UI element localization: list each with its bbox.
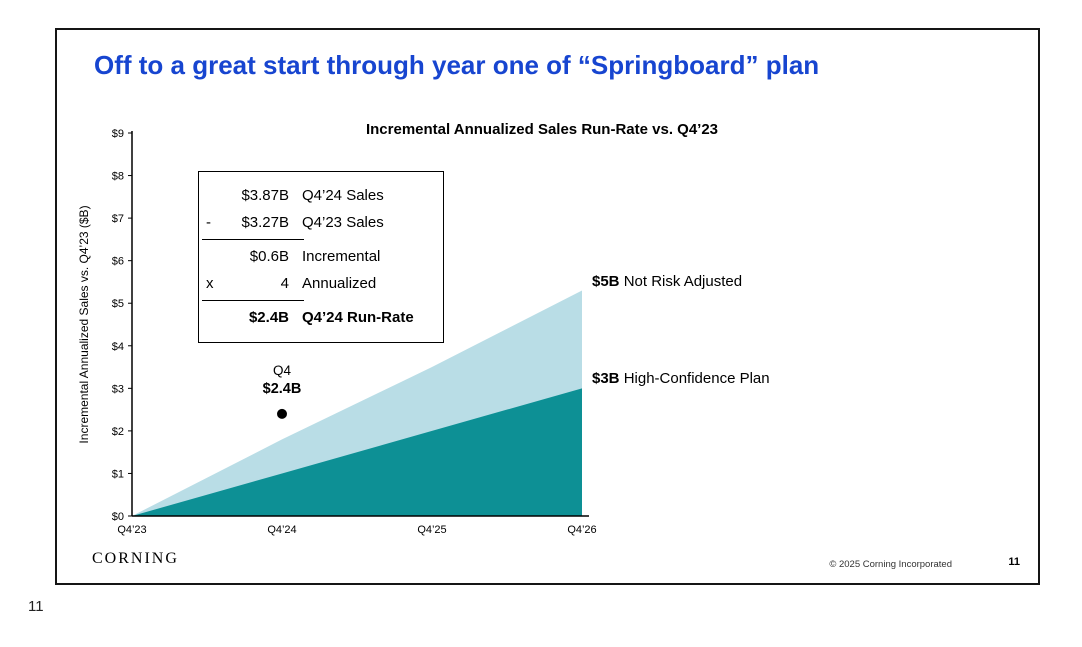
annotation-high-confidence-plan: $3B High-Confidence Plan — [592, 370, 770, 387]
corning-logo: CORNING — [92, 550, 179, 567]
calc-label: Q4’24 Sales — [302, 187, 384, 204]
annotation-text: Not Risk Adjusted — [619, 273, 743, 290]
x-tick-label: Q4’24 — [267, 524, 296, 536]
calc-operator: x — [206, 275, 214, 292]
data-point — [277, 408, 287, 419]
calc-row-total: $2.4B Q4’24 Run-Rate — [199, 304, 443, 331]
y-tick-label: $0 — [112, 511, 124, 523]
point-label: Q4 $2.4B — [250, 363, 314, 398]
annotation-value: $3B — [592, 370, 620, 387]
calc-label: Annualized — [302, 275, 377, 292]
area-high-confidence-plan — [132, 388, 582, 516]
slide-title: Off to a great start through year one of… — [94, 50, 820, 80]
calc-value: 4 — [280, 275, 289, 292]
y-tick-label: $5 — [112, 298, 124, 310]
area-chart: $0 $1 $2 $3 $4 $5 $6 $7 $8 $9 Q4’23 Q4’24 Q4’25 Q4’26 — [112, 128, 597, 536]
calc-value: $3.27B — [241, 214, 289, 231]
calc-box: $3.87B Q4’24 Sales - $3.27B Q4’23 Sales … — [198, 171, 444, 343]
point-label-quarter: Q4 — [272, 363, 291, 378]
calc-value: $3.87B — [241, 187, 289, 204]
calc-label: Q4’23 Sales — [302, 214, 384, 231]
x-tick-label: Q4’25 — [417, 524, 446, 536]
calc-label: Incremental — [302, 248, 381, 265]
copyright-text: © 2025 Corning Incorporated — [829, 559, 952, 570]
slide: Off to a great start through year one of… — [55, 28, 1040, 585]
calc-value: $0.6B — [249, 248, 289, 265]
y-tick-label: $3 — [112, 383, 124, 395]
calc-row: x 4 Annualized — [199, 270, 443, 297]
calc-row: $3.87B Q4’24 Sales — [199, 182, 443, 209]
chart-title: Incremental Annualized Sales Run-Rate vs… — [365, 121, 719, 138]
calc-row: - $3.27B Q4’23 Sales — [199, 209, 443, 236]
annotation-text: High-Confidence Plan — [619, 370, 770, 387]
total-rule — [202, 300, 304, 301]
y-tick-label: $6 — [112, 256, 124, 268]
y-tick-label: $4 — [112, 341, 124, 353]
x-tick-label: Q4’23 — [117, 524, 146, 536]
calc-label: Q4’24 Run-Rate — [302, 309, 414, 326]
slide-page-number: 11 — [1008, 556, 1020, 568]
outer-page-number: 11 — [28, 598, 44, 615]
calc-value: $2.4B — [248, 309, 289, 326]
y-tick-label: $1 — [112, 468, 124, 480]
calc-row: $0.6B Incremental — [199, 243, 443, 270]
annotation-not-risk-adjusted: $5B Not Risk Adjusted — [592, 273, 742, 290]
y-tick-label: $9 — [112, 128, 124, 140]
calc-operator: - — [206, 214, 211, 231]
x-tick-label: Q4’26 — [567, 524, 596, 536]
subtraction-rule — [202, 239, 304, 240]
y-tick-label: $2 — [112, 426, 124, 438]
point-label-value: $2.4B — [262, 380, 302, 397]
annotation-value: $5B — [592, 273, 620, 290]
y-tick-label: $7 — [112, 213, 124, 225]
y-tick-label: $8 — [112, 171, 124, 183]
